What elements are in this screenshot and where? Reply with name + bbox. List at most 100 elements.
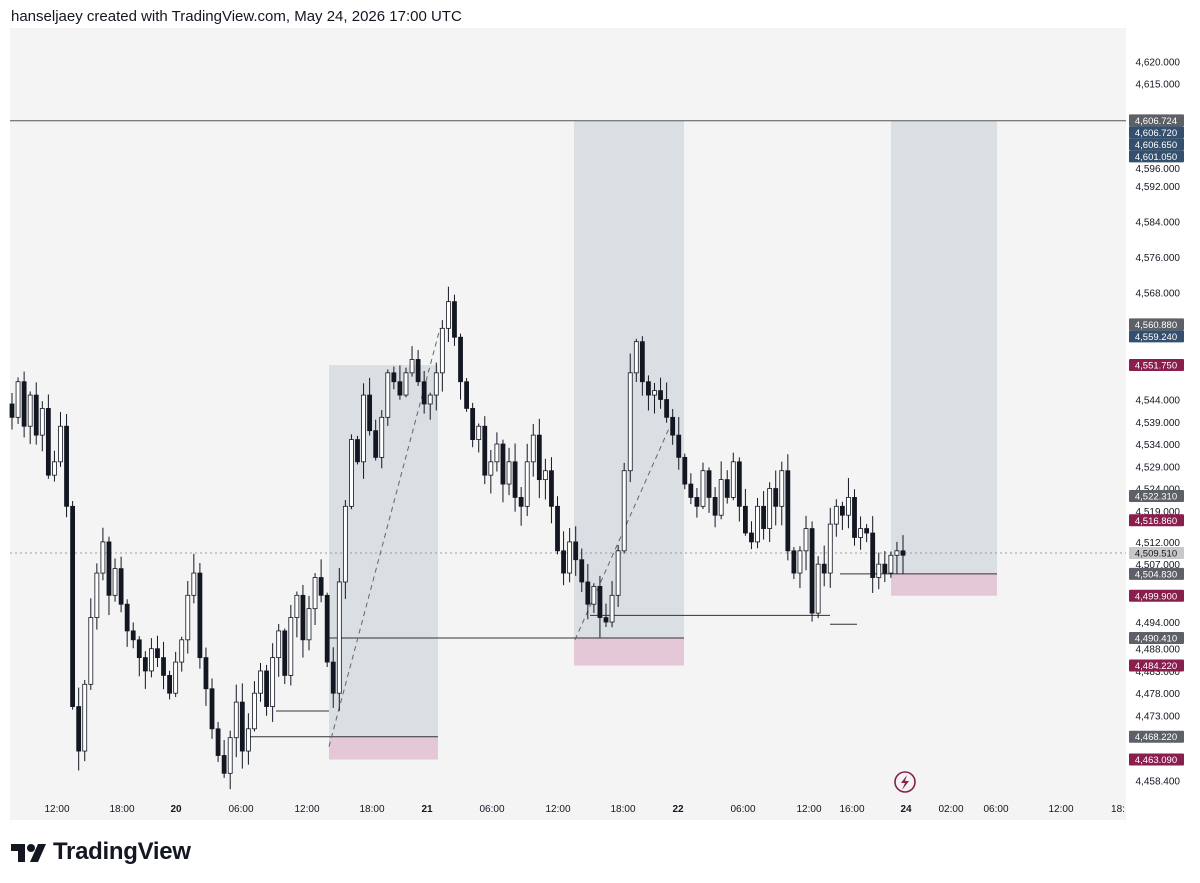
svg-text:4,509.510: 4,509.510 [1135, 548, 1177, 559]
candle-body [536, 434, 542, 481]
candle-body [646, 381, 651, 396]
candle-body [700, 470, 706, 507]
y-tick-label: 4,494.000 [1136, 618, 1181, 629]
candle-body [203, 657, 209, 690]
x-tick-label: 06:00 [983, 804, 1008, 815]
candle-body [615, 550, 621, 596]
candle-body [870, 532, 876, 578]
candle-body [58, 425, 63, 463]
candle-body [106, 541, 112, 596]
candle-body [597, 586, 603, 618]
candle-body [361, 394, 366, 463]
candle-body [621, 470, 627, 552]
candle-body [39, 408, 45, 436]
candle-body [282, 630, 288, 676]
candle-body [609, 594, 615, 623]
svg-text:4,504.830: 4,504.830 [1135, 569, 1177, 580]
candle-body [149, 648, 154, 672]
svg-text:4,522.310: 4,522.310 [1135, 492, 1177, 503]
candle-body [421, 381, 427, 405]
candle-body [797, 550, 803, 574]
candle-body [185, 594, 191, 641]
y-tick-label: 4,592.000 [1136, 182, 1181, 193]
x-tick-label: 21 [421, 804, 433, 815]
candle-body [379, 416, 385, 458]
stop-zone [574, 637, 684, 666]
candle-body [482, 425, 488, 476]
candle-body [476, 425, 482, 440]
candle-body [773, 488, 779, 507]
lightning-icon[interactable] [894, 771, 916, 793]
x-tick-label: 18:00 [109, 804, 134, 815]
projection-line [574, 426, 671, 641]
candle-body [239, 701, 245, 752]
tradingview-logo[interactable]: TradingView [11, 838, 191, 866]
candle-body [88, 617, 94, 685]
candle-body [197, 572, 203, 659]
candle-body [142, 657, 148, 672]
candle-body [155, 648, 160, 659]
candle-body [676, 434, 682, 458]
candle-body [276, 630, 282, 659]
candle-body [724, 479, 730, 498]
candle-body [100, 541, 106, 574]
candle-body [252, 692, 257, 730]
candle-body [124, 603, 130, 632]
candle-body [821, 563, 827, 574]
candle-body [179, 639, 185, 663]
y-tick-label: 4,534.000 [1136, 440, 1181, 451]
candle-body [70, 505, 76, 707]
candle-body [627, 372, 633, 472]
x-tick-label: 06:00 [730, 804, 755, 815]
candle-body [730, 461, 736, 498]
svg-text:4,463.090: 4,463.090 [1135, 755, 1177, 766]
candle-body [415, 359, 421, 383]
y-tick-label: 4,584.000 [1136, 218, 1181, 229]
y-tick-label: 4,544.000 [1136, 396, 1181, 407]
candle-body [64, 425, 69, 507]
candle-body [809, 528, 815, 614]
candle-body [446, 301, 451, 329]
svg-text:4,606.724: 4,606.724 [1135, 116, 1177, 127]
candle-body [791, 550, 797, 574]
candle-body [391, 372, 397, 383]
candle-body [161, 657, 166, 676]
candle-body [318, 577, 324, 596]
candle-body [876, 563, 882, 578]
price-label-badge: 4,606.650 [1129, 138, 1184, 151]
x-tick-label: 12:00 [796, 804, 821, 815]
candle-body [470, 408, 476, 440]
price-label-badge: 4,499.900 [1129, 589, 1184, 602]
candle-body [233, 701, 239, 739]
x-tick-label: 02:00 [938, 804, 963, 815]
candle-body [306, 608, 312, 641]
candle-body [409, 359, 415, 374]
y-axis-ticks: 4,620.0004,615.0004,605.0004,596.0004,59… [1136, 57, 1181, 787]
x-tick-label: 12:00 [545, 804, 570, 815]
candle-body [15, 381, 21, 418]
candle-body [433, 372, 439, 396]
candle-body [888, 554, 894, 574]
candle-body [839, 505, 845, 516]
y-tick-label: 4,568.000 [1136, 289, 1181, 300]
candle-body [336, 581, 342, 694]
candle-body [136, 639, 142, 659]
y-tick-label: 4,478.000 [1136, 689, 1181, 700]
price-label-badge: 4,504.830 [1129, 567, 1184, 580]
candle-body [27, 394, 33, 427]
price-label-badge: 4,490.410 [1129, 631, 1184, 644]
y-tick-label: 4,507.000 [1136, 560, 1181, 571]
candle-body [664, 399, 670, 418]
candle-body [718, 479, 724, 516]
candle-body [167, 675, 172, 694]
candle-body [803, 528, 809, 552]
chart-caption: hanseljaey created with TradingView.com,… [11, 8, 462, 25]
candle-body [330, 661, 336, 694]
candle-body [652, 390, 657, 396]
candle-body [118, 568, 124, 605]
candle-body [585, 581, 591, 605]
y-tick-label: 4,488.000 [1136, 645, 1181, 656]
y-tick-label: 4,576.000 [1136, 253, 1181, 264]
candle-body [82, 683, 88, 752]
